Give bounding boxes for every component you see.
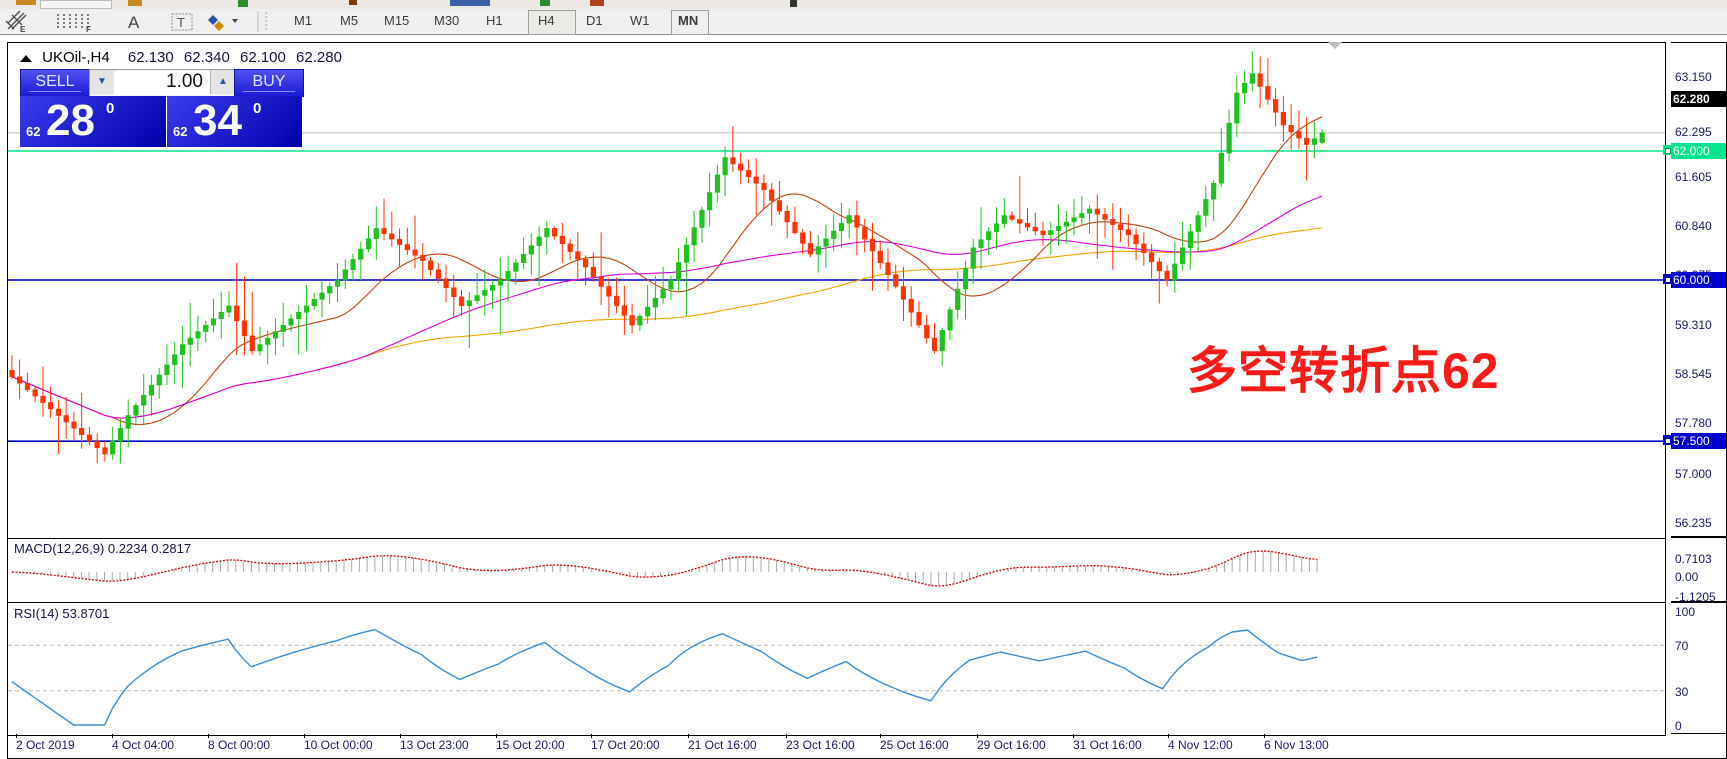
svg-text:T: T: [177, 15, 185, 30]
svg-text:A: A: [128, 13, 140, 32]
svg-text:F: F: [86, 25, 91, 34]
svg-text:E: E: [20, 25, 26, 34]
